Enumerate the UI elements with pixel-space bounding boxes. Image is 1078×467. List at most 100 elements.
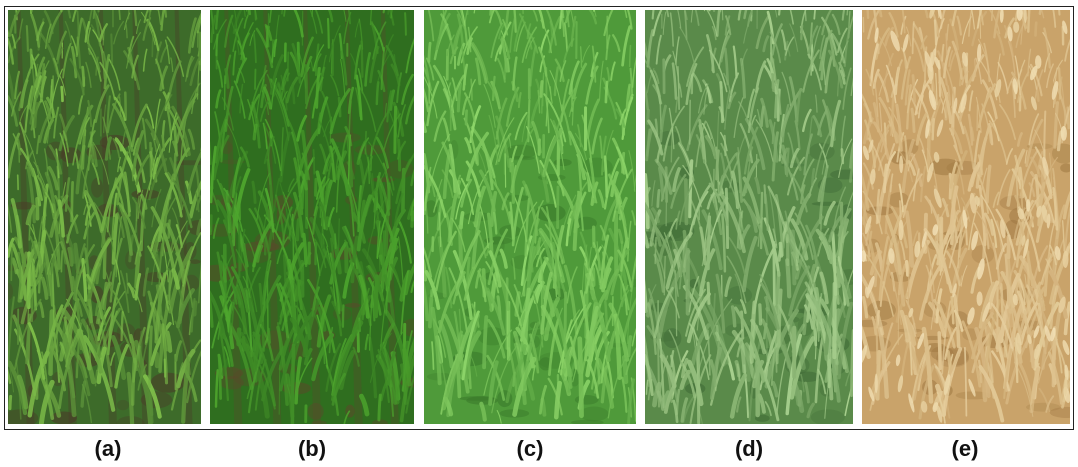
leaf-blade <box>747 205 758 233</box>
leaf-blade <box>92 10 96 20</box>
leaf-blade <box>294 356 302 405</box>
leaf-blade <box>651 10 655 20</box>
leaf-blade <box>353 44 362 80</box>
leaf-blade <box>760 97 769 128</box>
leaf-blade <box>192 300 198 317</box>
leaf-blade <box>512 257 516 280</box>
leaf-blade <box>815 94 818 113</box>
leaf-blade <box>904 210 915 268</box>
leaf-blade <box>784 210 794 266</box>
leaf-blade <box>375 136 390 169</box>
leaf-blade <box>103 266 113 297</box>
leaf-blade <box>364 52 371 87</box>
leaf-blade <box>367 156 370 185</box>
leaf-blade <box>232 50 237 76</box>
leaf-blade <box>680 357 689 379</box>
leaf-blade <box>314 241 318 266</box>
leaf-blade <box>764 401 772 417</box>
leaf-blade <box>935 72 938 106</box>
leaf-blade <box>36 21 45 42</box>
leaf-blade <box>228 299 234 337</box>
leaf-blade <box>755 60 767 94</box>
leaf-blade <box>214 369 219 408</box>
leaf-blade <box>224 67 230 89</box>
leaf-blade <box>132 137 140 156</box>
leaf-blade <box>1045 395 1055 413</box>
leaf-blade <box>733 97 744 139</box>
leaf-blade <box>11 33 17 49</box>
leaf-blade <box>690 323 711 366</box>
leaf-blade <box>43 118 54 144</box>
leaf-blade <box>1027 177 1035 220</box>
leaf-blade <box>132 287 143 313</box>
leaf-blade <box>127 10 130 20</box>
leaf-blade <box>410 210 414 228</box>
leaf-blade <box>98 23 109 43</box>
leaf-blade <box>666 10 670 18</box>
leaf-blade <box>168 246 195 314</box>
leaf-blade <box>69 58 85 96</box>
leaf-blade <box>747 88 755 119</box>
leaf-blade <box>221 97 234 131</box>
leaf-blade <box>147 10 151 14</box>
leaf-blade <box>151 188 162 228</box>
leaf-blade <box>706 215 712 271</box>
leaf-blade <box>65 214 79 244</box>
leaf-blade <box>522 321 540 390</box>
wheat-ear <box>925 119 930 139</box>
leaf-blade <box>755 14 771 50</box>
leaf-blade <box>921 149 929 173</box>
leaf-blade <box>839 69 846 85</box>
leaf-blade <box>388 10 395 26</box>
leaf-blade <box>721 213 727 273</box>
leaf-blade <box>766 10 775 45</box>
leaf-blade <box>59 132 69 167</box>
leaf-blade <box>172 140 179 157</box>
leaf-blade <box>865 254 894 317</box>
leaf-blade <box>885 214 902 275</box>
leaf-blade <box>1045 63 1054 89</box>
leaf-blade <box>789 10 794 25</box>
leaf-blade <box>222 219 237 269</box>
leaf-blade <box>510 154 524 194</box>
leaf-blade <box>651 207 660 224</box>
leaf-blade <box>72 243 86 300</box>
leaf-blade <box>473 10 476 14</box>
leaf-blade <box>278 364 281 415</box>
leaf-blade <box>647 119 664 156</box>
leaf-blade <box>76 328 92 371</box>
wheat-ear <box>1041 204 1048 223</box>
leaf-blade <box>603 10 614 37</box>
leaf-blade <box>159 65 169 92</box>
leaf-blade <box>837 294 846 318</box>
leaf-blade <box>267 327 271 344</box>
leaf-blade <box>1014 154 1022 190</box>
leaf-blade <box>1016 132 1023 147</box>
wheat-ear <box>874 373 878 394</box>
leaf-blade <box>290 343 296 424</box>
leaf-blade <box>996 169 1011 206</box>
leaf-blade <box>675 96 679 113</box>
leaf-blade <box>475 147 479 166</box>
leaf-blade <box>800 24 804 41</box>
leaf-blade <box>867 10 881 40</box>
leaf-blade <box>487 228 509 286</box>
leaf-blade <box>814 287 822 323</box>
leaf-blade <box>198 262 201 304</box>
leaf-blade <box>975 209 996 254</box>
leaf-blade <box>956 15 962 36</box>
leaf-blade <box>329 88 351 135</box>
leaf-blade <box>488 360 499 406</box>
leaf-blade <box>151 248 159 286</box>
leaf-blade <box>746 10 753 28</box>
leaf-blade <box>729 373 748 419</box>
leaf-blade <box>705 121 717 156</box>
leaf-blade <box>715 149 720 181</box>
leaf-blade <box>100 172 124 232</box>
leaf-blade <box>888 106 904 140</box>
leaf-blade <box>651 180 656 207</box>
leaf-blade <box>312 44 325 72</box>
leaf-blade <box>119 96 122 117</box>
leaf-blade <box>103 104 107 134</box>
leaf-blade <box>165 222 186 285</box>
